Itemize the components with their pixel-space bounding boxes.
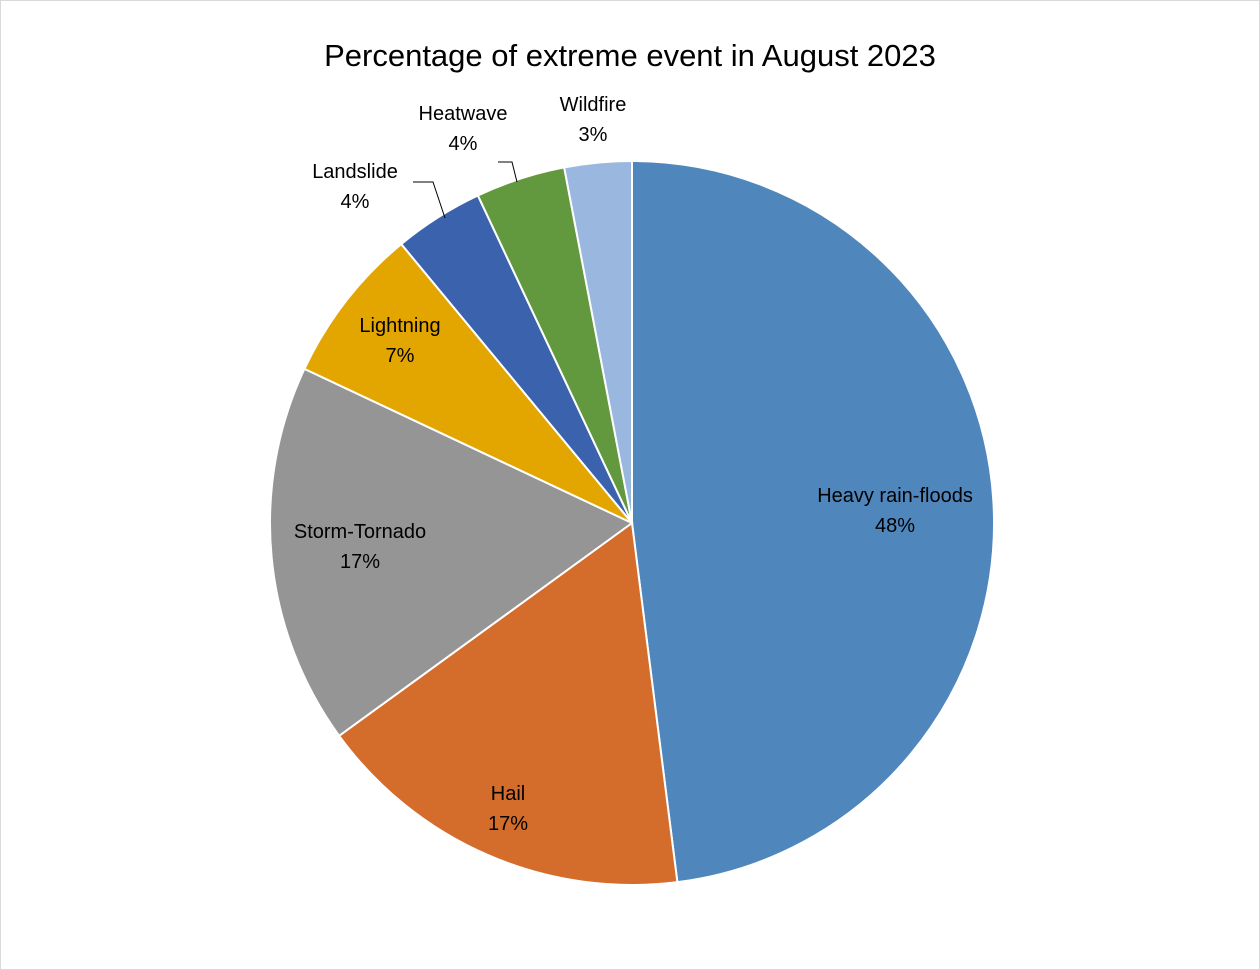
pie-slice-storm-tornado xyxy=(269,367,634,738)
data-label-landslide: Landslide 4% xyxy=(312,161,398,213)
pie-slice-wildfire xyxy=(563,159,633,524)
data-label-heavy-rain-floods: Heavy rain-floods 48% xyxy=(817,485,973,537)
data-label-storm-tornado: Storm-Tornado 17% xyxy=(294,521,426,573)
data-label-heatwave: Heatwave 4% xyxy=(419,103,508,155)
leader-line-landslide xyxy=(413,181,446,219)
pie-slice-lightning xyxy=(303,242,633,524)
data-label-wildfire: Wildfire 3% xyxy=(560,94,627,146)
leader-line-heatwave xyxy=(498,161,518,183)
chart-title: Percentage of extreme event in August 20… xyxy=(324,38,936,73)
data-label-hail: Hail 17% xyxy=(488,783,528,835)
pie-slice-hail xyxy=(337,521,679,887)
pie-slice-heavy-rain-floods xyxy=(631,159,996,884)
data-label-lightning: Lightning 7% xyxy=(359,315,440,367)
